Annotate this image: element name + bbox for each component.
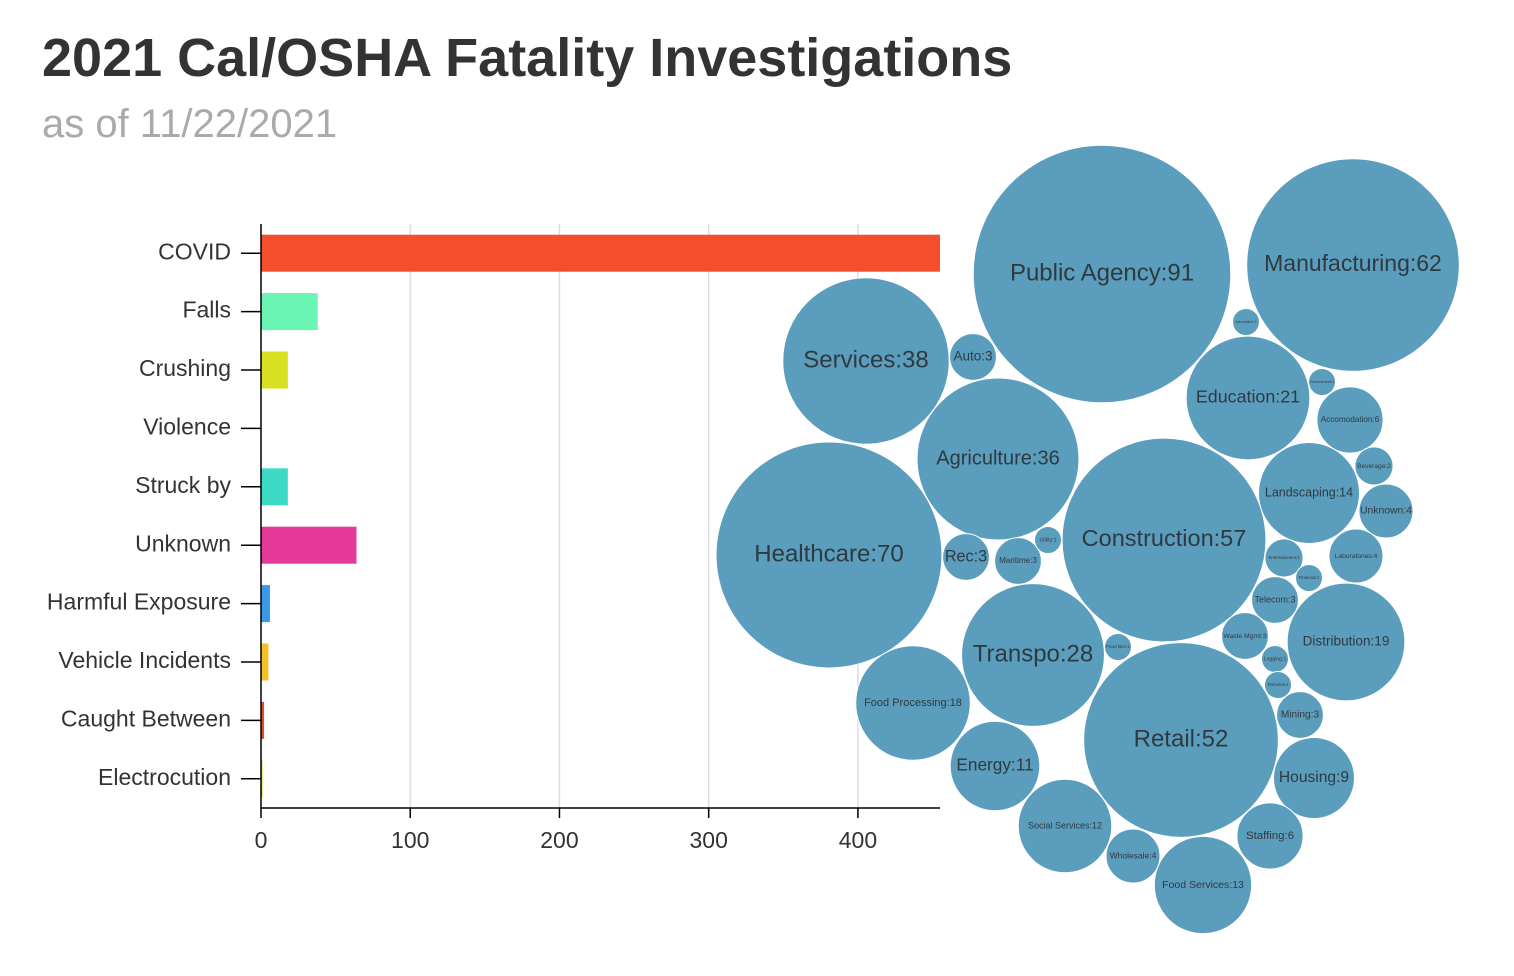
page-title: 2021 Cal/OSHA Fatality Investigations (42, 28, 1012, 88)
bubble-label: Rec:3 (945, 547, 987, 565)
y-tick-label: Crushing (139, 355, 231, 381)
bubble (1358, 483, 1414, 539)
bubble-label: Government:1 (1310, 379, 1335, 384)
bubble (1316, 386, 1384, 454)
bubble-label: Public Agency:91 (1010, 259, 1194, 286)
bubble (1236, 802, 1304, 870)
bubble-label: Education:21 (1196, 387, 1300, 407)
bubble-label: Construction:57 (1082, 525, 1247, 551)
bubble (1246, 158, 1460, 372)
bubble-label: Landscaping:14 (1265, 485, 1353, 499)
bubble-label: Transpo:28 (973, 640, 1094, 667)
bubble-label: Mining:3 (1281, 710, 1320, 721)
bubble (916, 377, 1080, 541)
bar (261, 585, 270, 623)
bubble (1017, 778, 1113, 874)
bubble-label: Social Services:12 (1028, 820, 1102, 830)
y-tick-label: Struck by (135, 472, 231, 498)
bubble-label: Information:1 (1236, 320, 1257, 324)
bubble (782, 277, 950, 445)
y-tick-label: Harmful Exposure (47, 589, 231, 615)
bubble (1354, 446, 1394, 486)
bubble-label: Distribution:19 (1303, 634, 1390, 649)
bubble (1251, 576, 1299, 624)
bar (261, 643, 269, 681)
bubble-label: Retail:52 (1134, 725, 1229, 752)
bubble (1061, 437, 1267, 643)
bar (261, 234, 940, 272)
bubble (1264, 538, 1304, 578)
bubble (994, 537, 1042, 585)
bubble-label: Utility:1 (1039, 537, 1056, 543)
x-tick-label: 200 (540, 827, 578, 853)
bubble-label: Services:38 (803, 346, 928, 373)
bubble (1221, 612, 1269, 660)
bubble (1232, 308, 1260, 336)
bubble (972, 144, 1232, 404)
x-tick-label: 400 (839, 827, 877, 853)
bubble (1295, 564, 1323, 592)
bubble (1185, 335, 1311, 461)
bubble-label: Beverage:2 (1357, 463, 1391, 470)
bubble (1273, 737, 1355, 819)
bubble (1257, 441, 1361, 545)
bubble (1308, 368, 1336, 396)
bubble (1286, 582, 1406, 702)
bubble (1083, 642, 1279, 838)
bubble-label: Agriculture:36 (936, 447, 1060, 469)
bubble-label: Housing:9 (1279, 769, 1349, 786)
bubble (949, 333, 997, 381)
y-tick-label: Unknown (135, 530, 231, 556)
x-tick-label: 300 (690, 827, 728, 853)
bubble (1104, 633, 1132, 661)
bubble (949, 720, 1041, 812)
x-tick-label: 100 (391, 827, 429, 853)
bubble-label: Auto:3 (954, 349, 993, 364)
bubble (1264, 671, 1292, 699)
bubble-label: Food Bev:1 (1106, 644, 1130, 649)
bubble (1276, 691, 1324, 739)
y-tick-label: Vehicle Incidents (58, 647, 231, 673)
bubble-label: Maritime:3 (999, 556, 1037, 565)
bubble-label: Unknown:4 (1360, 506, 1412, 517)
bubble (1105, 828, 1161, 884)
bubble-label: Logging:1 (1264, 656, 1287, 662)
y-tick-label: Caught Between (61, 705, 231, 731)
bubble-label: Entertainment:2 (1268, 555, 1300, 560)
y-tick-label: COVID (158, 238, 231, 264)
bubble-label: Food Services:13 (1162, 879, 1244, 891)
bubble (961, 583, 1105, 727)
bubble-label: Waste Mgmt:3 (1223, 633, 1267, 640)
bar (261, 351, 288, 389)
bubble (855, 645, 971, 761)
bubble (1153, 835, 1253, 935)
bubble-label: Energy:11 (956, 755, 1033, 775)
y-tick-label: Violence (143, 413, 231, 439)
bubble (1034, 526, 1062, 554)
bubble-label: Fisheries:1 (1268, 682, 1289, 687)
y-tick-label: Electrocution (98, 764, 231, 790)
bubble-label: Food Processing:18 (864, 697, 962, 709)
bubble (715, 441, 943, 669)
bubble-label: Laboratories:4 (1335, 553, 1378, 560)
x-tick-label: 0 (255, 827, 268, 853)
page-subtitle: as of 11/22/2021 (42, 102, 337, 146)
y-tick-label: Falls (182, 297, 231, 323)
bubble (942, 533, 990, 581)
bubble-label: Financial:1 (1299, 575, 1320, 580)
bubble-label: Staffing:6 (1246, 830, 1294, 842)
bar (261, 701, 264, 739)
bubble-label: Wholesale:4 (1110, 850, 1157, 860)
bar (261, 293, 318, 331)
bubble (1328, 528, 1384, 584)
bubble-label: Healthcare:70 (754, 540, 903, 567)
bar (261, 468, 288, 506)
bar (261, 526, 357, 564)
bubble-label: Manufacturing:62 (1264, 250, 1442, 276)
bubble-label: Accomodation:6 (1321, 415, 1380, 424)
bubble-label: Telecom:3 (1255, 594, 1296, 604)
